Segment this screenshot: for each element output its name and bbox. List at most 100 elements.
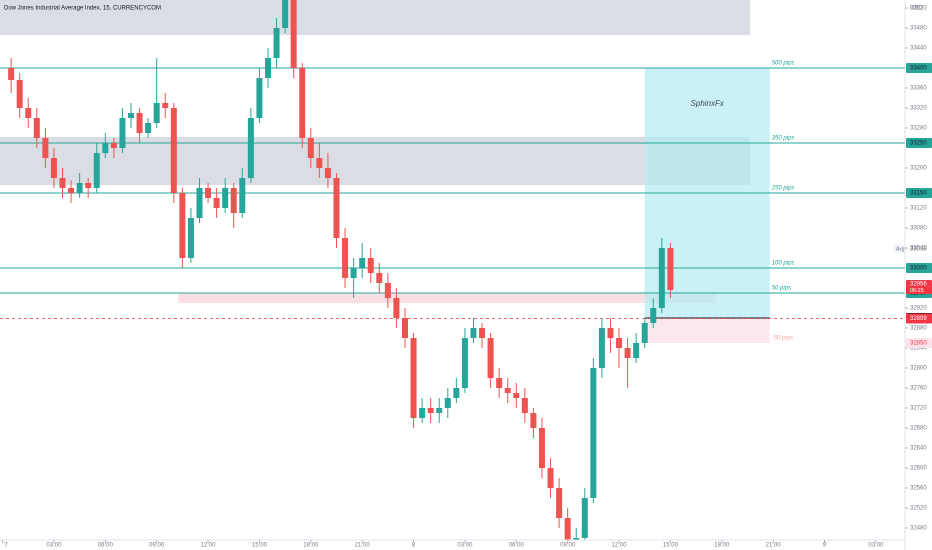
y-tick-label: 33040 (910, 246, 927, 252)
candle-body (513, 393, 520, 398)
level-price-box (906, 188, 932, 198)
candle-body (230, 188, 237, 213)
candle-body (624, 348, 631, 358)
level-price-label: 33400 (910, 66, 927, 72)
y-tick-label: 33440 (910, 46, 927, 52)
candle-body (419, 408, 426, 418)
candle-body (598, 328, 605, 368)
candle-body (76, 183, 83, 193)
candle-body (384, 283, 391, 298)
candle-body (247, 118, 254, 178)
level-label: 500 pips (772, 61, 795, 67)
level-price-box (906, 338, 932, 348)
candle-body (376, 273, 383, 283)
position-label: SphinxFx (691, 99, 725, 108)
candle-body (487, 338, 494, 378)
candle-body (170, 108, 177, 193)
candle-body (273, 28, 280, 58)
candle-body (633, 343, 640, 358)
avg-tag (894, 245, 905, 253)
candle-body (196, 188, 203, 218)
level-label: 100 pips (772, 261, 795, 267)
candle-body (556, 488, 563, 518)
level-price-box (906, 63, 932, 73)
x-tick-label: 15:00 (252, 543, 268, 549)
x-tick-label: 06:00 (509, 543, 525, 549)
candle-body (564, 518, 571, 540)
chart-title: Dow Jones Industrial Average Index, 15, … (4, 6, 161, 12)
candle-body (25, 108, 32, 118)
candle-body (496, 378, 503, 388)
candle-body (50, 158, 57, 178)
candle-body (59, 178, 66, 188)
candle-body (42, 138, 49, 158)
level-price-box (906, 263, 932, 273)
level-label: -50 pips (772, 336, 793, 342)
candle-body (205, 188, 212, 198)
candle-body (479, 328, 486, 338)
candle-body (299, 68, 306, 138)
axes: 32480 32520 32560 32600 32640 32680 32720 32760… (2, 6, 932, 549)
x-tick-label: 21:00 (766, 543, 782, 549)
y-tick-label: 32680 (910, 426, 927, 432)
candle-body (359, 258, 366, 268)
y-tick-label: 33360 (910, 86, 927, 92)
candle-body (93, 153, 100, 188)
candle-body (136, 113, 143, 133)
candle-body (470, 328, 477, 338)
candle-body (102, 143, 109, 153)
candle-body (641, 323, 648, 343)
x-tick-label: 03:00 (457, 543, 473, 549)
candle-body (581, 498, 588, 538)
avg-tag-label: Avg (896, 246, 905, 252)
candle-body (239, 178, 246, 213)
y-tick-label: 32760 (910, 386, 927, 392)
candle-body (616, 338, 623, 348)
x-tick-label: 18:00 (714, 543, 730, 549)
x-tick-label: 09:00 (149, 543, 165, 549)
candle-body (256, 78, 263, 118)
candle-body (393, 298, 400, 318)
candle-body (179, 193, 186, 258)
candle-body (307, 138, 314, 158)
y-tick-label: 32840 (910, 346, 927, 352)
marker-price-label: 32899 (910, 316, 927, 322)
y-tick-label: 33120 (910, 206, 927, 212)
candle-body (333, 178, 340, 238)
candle-body (590, 368, 597, 498)
candle-body (350, 268, 357, 278)
candle-body (401, 318, 408, 338)
candle-body (547, 468, 554, 488)
candle-body (222, 188, 229, 208)
candle-body (444, 398, 451, 408)
x-tick-label: 03:00 (868, 543, 884, 549)
x-tick-label: 7 (4, 543, 8, 549)
x-tick-label: 09:00 (560, 543, 576, 549)
candle-body (530, 413, 537, 428)
y-tick-label: 33320 (910, 106, 927, 112)
level-label: 250 pips (771, 186, 795, 192)
y-tick-label: 32520 (910, 506, 927, 512)
x-tick-label: 18:00 (303, 543, 319, 549)
level-price-label: 33150 (910, 191, 927, 197)
y-tick-label: 32560 (910, 486, 927, 492)
level-price-label: 33250 (910, 141, 927, 147)
x-tick-label: 8 (412, 543, 416, 549)
zone (178, 293, 716, 303)
y-tick-label: 32720 (910, 406, 927, 412)
position-loss (644, 318, 770, 343)
candle-body (145, 123, 152, 133)
candle-body (282, 0, 289, 28)
zone (0, 0, 751, 35)
y-tick-label: 33480 (910, 26, 927, 32)
y-tick-label: 33520 (910, 6, 927, 12)
x-tick-label: 21:00 (355, 543, 371, 549)
candle-body (521, 398, 528, 413)
x-tick-label: 9 (823, 543, 827, 549)
candle-body (187, 218, 194, 258)
level-label: 350 pips (772, 136, 795, 142)
candle-body (316, 158, 323, 168)
candle-body (538, 428, 545, 468)
